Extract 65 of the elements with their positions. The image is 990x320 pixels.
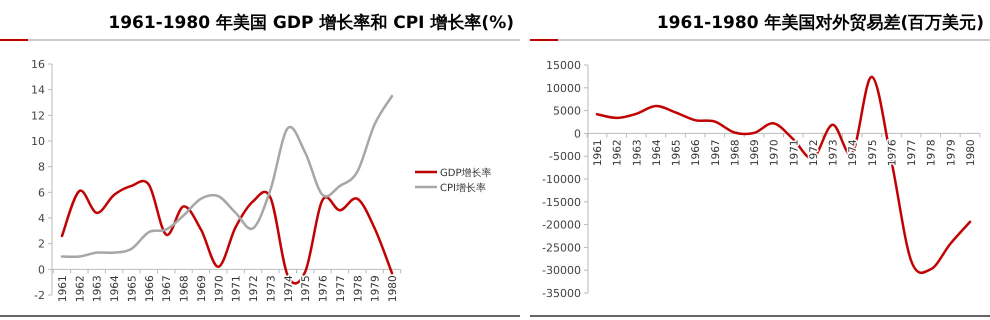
y-tick-label: 15000 [546, 59, 581, 72]
x-tick-label: 1975 [300, 275, 312, 302]
y-tick-label: -15000 [542, 196, 581, 209]
x-tick-label: 1967 [161, 275, 174, 302]
legend-label: CPI增长率 [440, 182, 486, 194]
x-tick-label: 1965 [670, 139, 683, 166]
x-tick-label: 1974 [282, 275, 295, 302]
y-tick-label: 12 [31, 109, 45, 122]
y-tick-label: -30000 [542, 264, 581, 278]
chart-title: 1961-1980 年美国对外贸易差(百万美元) [656, 13, 984, 33]
x-tick-label: 1966 [144, 275, 156, 302]
chart-title: 1961-1980 年美国 GDP 增长率和 CPI 增长率(%) [108, 13, 514, 33]
y-tick-label: -20000 [542, 218, 581, 232]
y-tick-label: -2 [34, 289, 45, 302]
y-tick-label: 2 [38, 238, 45, 251]
x-tick-label: 1969 [749, 139, 762, 166]
x-tick-label: 1967 [710, 139, 722, 166]
x-tick-label: 1962 [612, 139, 624, 166]
x-tick-label: 1973 [265, 275, 278, 302]
x-tick-label: 1970 [213, 275, 226, 302]
x-tick-label: 1963 [92, 275, 104, 302]
x-tick-label: 1977 [906, 139, 918, 166]
x-tick-label: 1968 [729, 139, 742, 166]
y-tick-label: 8 [38, 160, 45, 174]
x-tick-label: 1970 [768, 139, 781, 166]
x-tick-label: 1977 [334, 275, 347, 302]
x-tick-label: 1979 [370, 275, 382, 302]
y-tick-label: 0 [574, 127, 581, 140]
x-tick-label: 1964 [109, 275, 122, 302]
x-tick-label: 1964 [650, 139, 663, 166]
y-tick-label: -5000 [549, 150, 581, 164]
x-tick-label: 1972 [248, 275, 260, 302]
x-tick-label: 1961 [57, 275, 69, 302]
x-tick-label: 1971 [230, 275, 243, 302]
x-tick-label: 1971 [788, 139, 800, 166]
x-tick-label: 1965 [126, 275, 138, 302]
y-tick-label: 16 [31, 58, 45, 71]
x-tick-label: 1980 [387, 275, 399, 302]
x-tick-label: 1976 [886, 139, 898, 166]
x-tick-label: 1963 [631, 139, 644, 166]
y-tick-label: 10 [31, 135, 45, 148]
y-tick-label: 6 [38, 186, 45, 200]
x-tick-label: 1961 [592, 139, 604, 166]
y-tick-label: 14 [31, 84, 45, 97]
x-tick-label: 1978 [352, 275, 364, 302]
x-tick-label: 1962 [74, 275, 86, 302]
x-tick-label: 1972 [808, 139, 820, 166]
y-tick-label: 0 [38, 263, 45, 276]
x-tick-label: 1969 [196, 275, 208, 302]
x-tick-label: 1979 [945, 139, 958, 166]
x-tick-label: 1966 [690, 139, 702, 166]
y-tick-label: -25000 [542, 241, 581, 254]
y-tick-label: -35000 [542, 287, 581, 300]
x-tick-label: 1973 [828, 139, 840, 166]
legend-label: GDP增长率 [440, 167, 492, 179]
y-tick-label: 4 [38, 212, 45, 225]
y-tick-label: 5000 [553, 104, 581, 118]
x-tick-label: 1974 [847, 139, 860, 166]
y-tick-label: 10000 [546, 82, 581, 95]
y-tick-label: -10000 [542, 173, 581, 186]
x-tick-label: 1978 [926, 139, 938, 166]
x-tick-label: 1976 [318, 275, 330, 302]
x-tick-label: 1975 [866, 139, 879, 166]
x-tick-label: 1980 [965, 139, 977, 166]
x-tick-label: 1968 [178, 275, 191, 302]
